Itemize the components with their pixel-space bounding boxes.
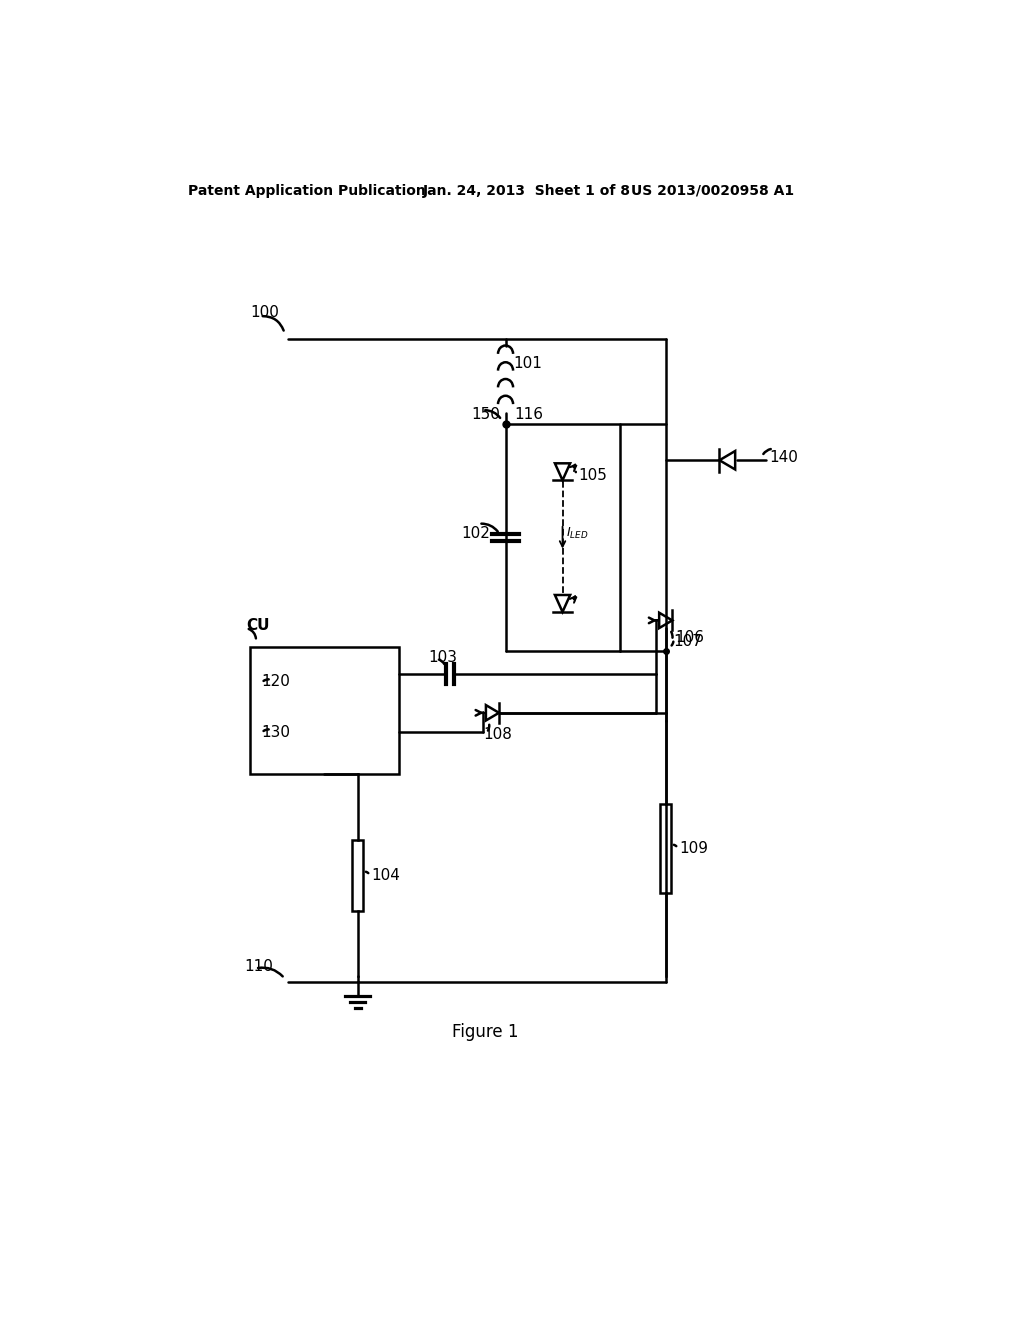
Text: $I_{LED}$: $I_{LED}$: [566, 527, 589, 541]
Text: Figure 1: Figure 1: [452, 1023, 518, 1041]
Bar: [660, 804, 671, 894]
Text: 104: 104: [372, 867, 400, 883]
Text: US 2013/0020958 A1: US 2013/0020958 A1: [631, 183, 795, 198]
Text: Jan. 24, 2013  Sheet 1 of 8: Jan. 24, 2013 Sheet 1 of 8: [423, 183, 631, 198]
Text: 130: 130: [261, 725, 291, 739]
Text: 107: 107: [674, 635, 702, 649]
Text: 120: 120: [261, 675, 291, 689]
Text: 105: 105: [578, 469, 607, 483]
Text: 116: 116: [515, 408, 544, 422]
Text: 109: 109: [680, 841, 709, 855]
Text: 102: 102: [461, 527, 489, 541]
Text: 140: 140: [770, 450, 799, 466]
Bar: [250, 647, 398, 775]
Bar: [352, 840, 364, 911]
Text: 100: 100: [250, 305, 279, 319]
Text: 108: 108: [483, 727, 512, 742]
Text: CU: CU: [246, 618, 269, 634]
Text: 150: 150: [471, 408, 500, 422]
Text: 101: 101: [513, 356, 542, 371]
Text: Patent Application Publication: Patent Application Publication: [188, 183, 426, 198]
Text: 110: 110: [245, 960, 273, 974]
Text: 103: 103: [429, 649, 458, 665]
Text: 106: 106: [675, 630, 703, 645]
